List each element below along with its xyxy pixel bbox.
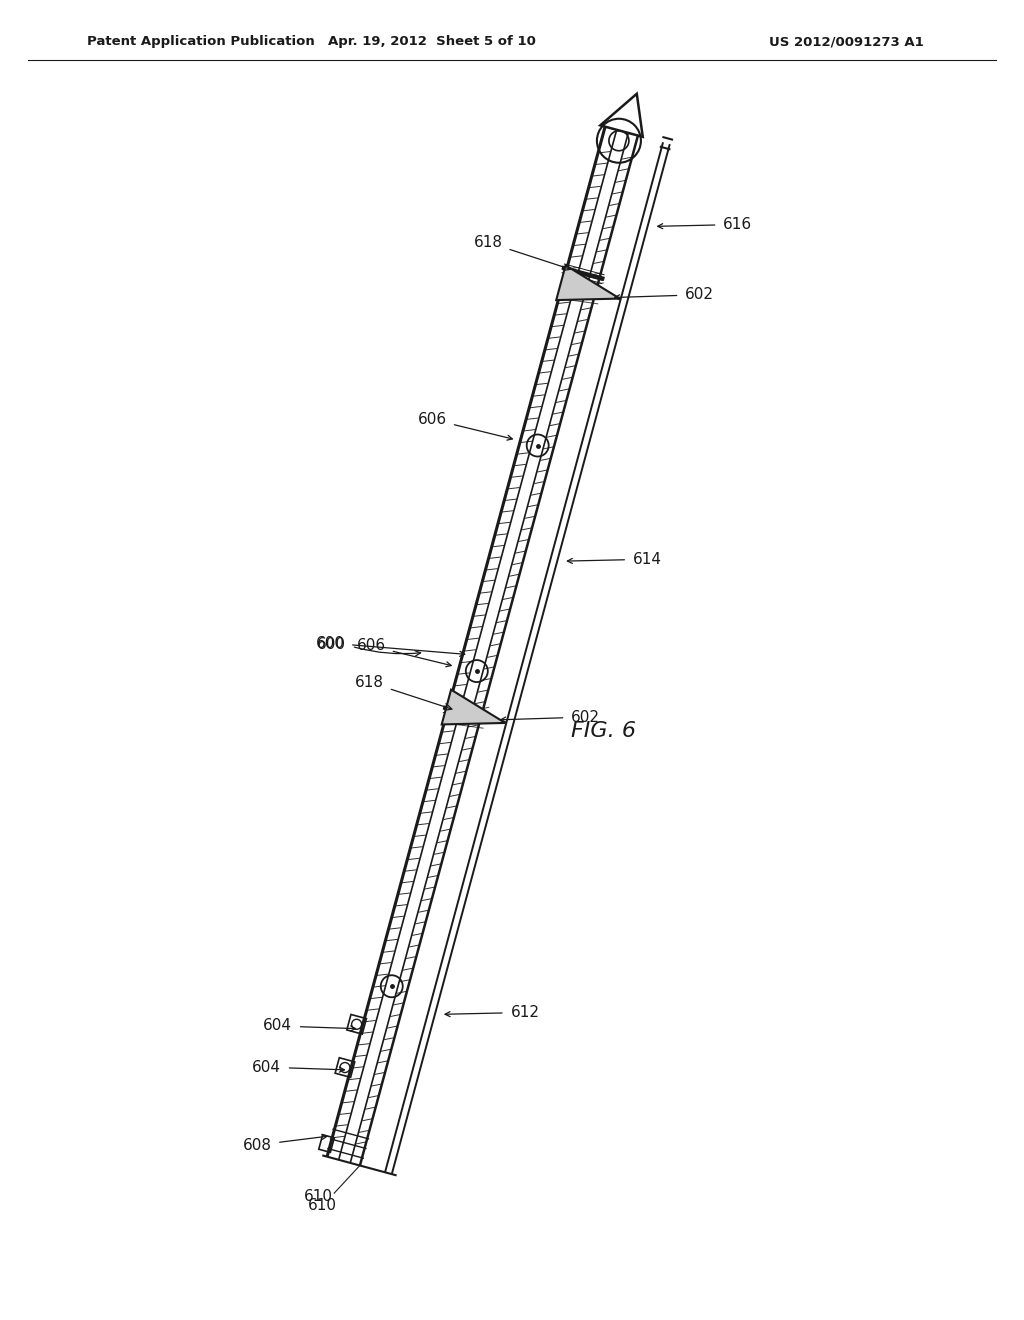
Text: 618: 618: [474, 235, 503, 249]
Text: 602: 602: [571, 710, 600, 725]
Text: 616: 616: [723, 216, 752, 232]
Text: Apr. 19, 2012  Sheet 5 of 10: Apr. 19, 2012 Sheet 5 of 10: [328, 36, 536, 49]
Text: 600: 600: [317, 636, 346, 652]
Text: 602: 602: [685, 288, 714, 302]
Text: 600: 600: [315, 636, 344, 651]
Text: 604: 604: [252, 1060, 282, 1074]
Text: 612: 612: [510, 1005, 540, 1020]
Text: 608: 608: [243, 1138, 271, 1152]
Polygon shape: [441, 689, 505, 725]
Text: 614: 614: [633, 552, 662, 566]
Polygon shape: [556, 265, 620, 300]
Text: Patent Application Publication: Patent Application Publication: [87, 36, 314, 49]
Text: 606: 606: [418, 412, 446, 426]
Text: 604: 604: [263, 1019, 292, 1034]
Text: FIG. 6: FIG. 6: [570, 721, 636, 742]
Text: 606: 606: [356, 639, 386, 653]
Text: US 2012/0091273 A1: US 2012/0091273 A1: [769, 36, 924, 49]
Text: 610: 610: [308, 1197, 337, 1213]
Text: 618: 618: [355, 675, 384, 690]
Text: 610: 610: [304, 1189, 333, 1204]
